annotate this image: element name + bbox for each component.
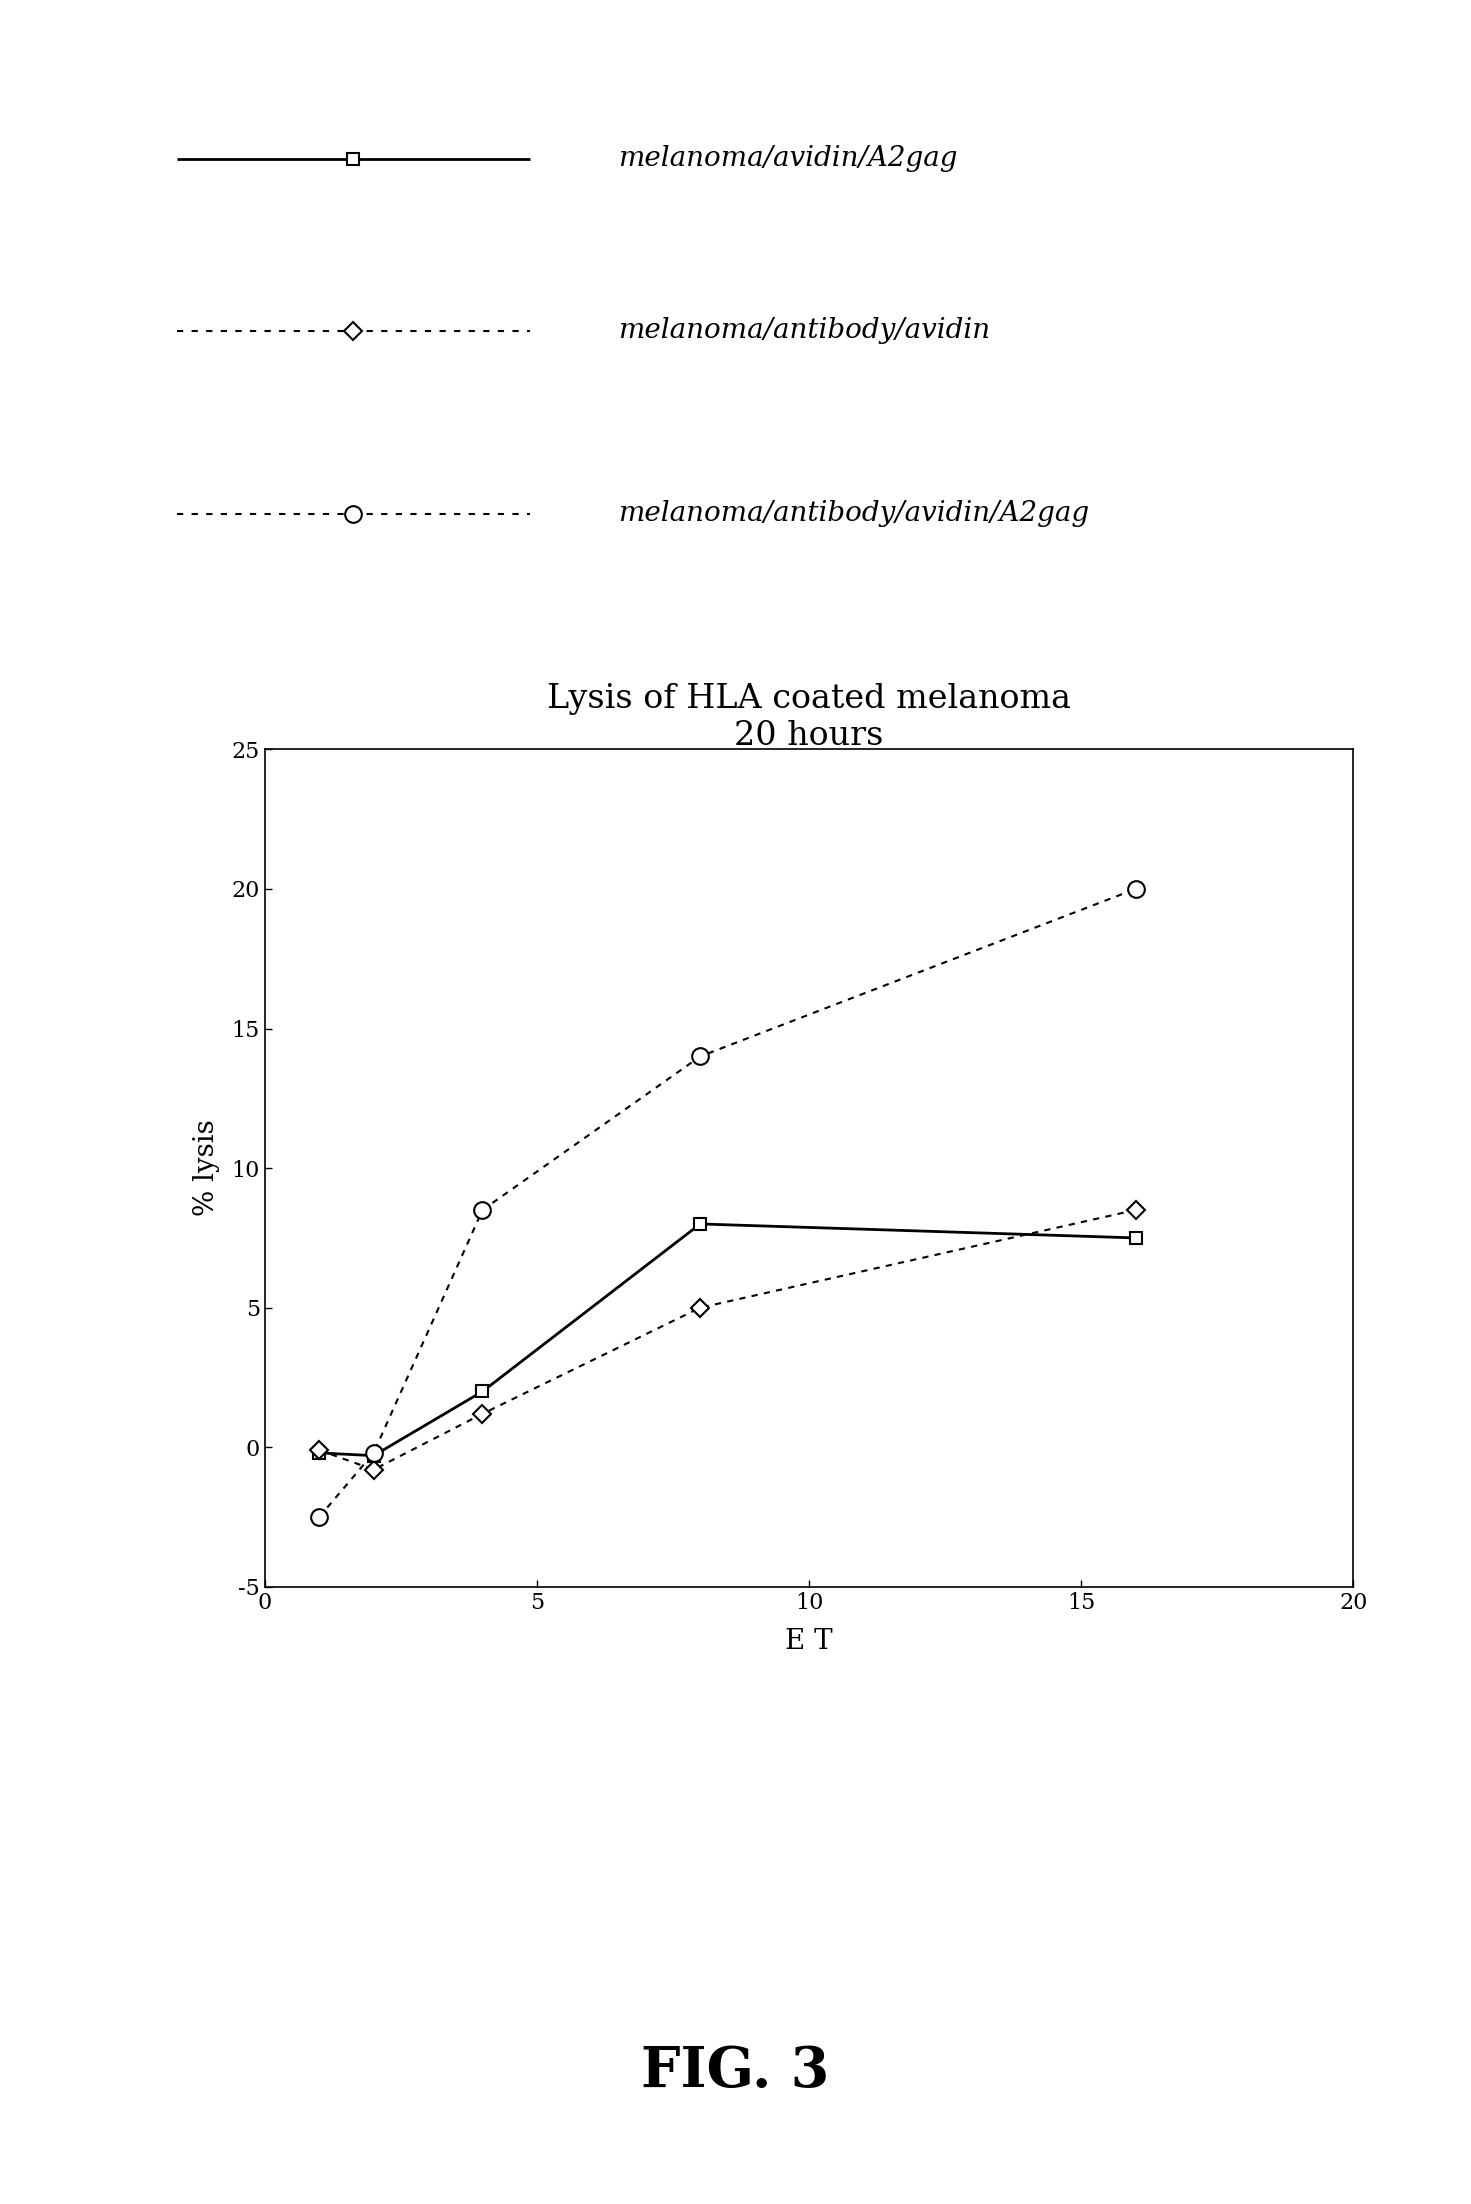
- Y-axis label: % lysis: % lysis: [193, 1120, 221, 1217]
- Text: melanoma/antibody/avidin/A2gag: melanoma/antibody/avidin/A2gag: [618, 500, 1089, 527]
- Text: melanoma/antibody/avidin: melanoma/antibody/avidin: [618, 317, 990, 344]
- Text: melanoma/avidin/A2gag: melanoma/avidin/A2gag: [618, 145, 958, 172]
- X-axis label: E T: E T: [786, 1627, 833, 1655]
- Text: FIG. 3: FIG. 3: [641, 2045, 830, 2098]
- Text: Lysis of HLA coated melanoma
20 hours: Lysis of HLA coated melanoma 20 hours: [547, 683, 1071, 752]
